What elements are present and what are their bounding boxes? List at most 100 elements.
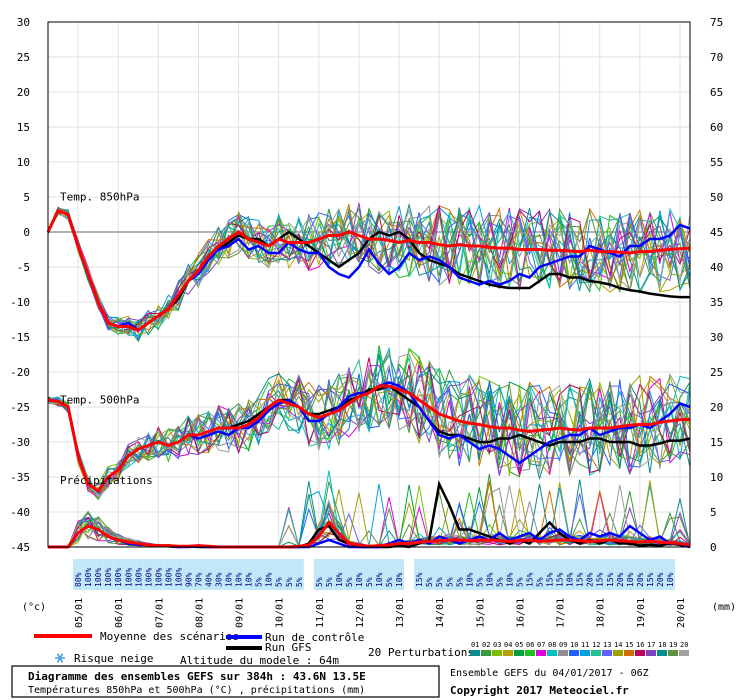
perturbation-legend-number: 18 [658, 641, 666, 649]
snow-risk-value: 15% [415, 572, 424, 587]
plot-background [48, 22, 690, 547]
snow-risk-value: 5% [495, 577, 504, 587]
snow-risk-value: 10% [245, 572, 254, 587]
moyenne-des-sc-narios-t500-line [47, 384, 690, 494]
perturbation-legend-number: 16 [636, 641, 644, 649]
snow-risk-cell [494, 559, 505, 590]
snow-risk-cell [263, 559, 274, 590]
snow-risk-value: 10% [666, 572, 675, 587]
snow-risk-cell [584, 559, 595, 590]
date-tick-label: 10/01 [275, 598, 286, 628]
date-tick-label: 09/01 [235, 598, 246, 628]
snow-risk-cell [564, 559, 575, 590]
perturbation-legend-number: 01 [471, 641, 479, 649]
perturbation-10-t500 [47, 368, 691, 496]
snowflake-icon [55, 653, 65, 663]
legend-mean-label: Moyenne des scénarios [100, 630, 239, 643]
right-tick-label: 35 [710, 296, 723, 309]
left-tick-label: 15 [17, 121, 30, 134]
snow-risk-cell [434, 559, 445, 590]
perturbation-legend-swatch [668, 650, 678, 656]
snow-risk-cell [594, 559, 605, 590]
right-tick-label: 5 [710, 506, 717, 519]
perturbation-legend-swatch [624, 650, 634, 656]
snow-risk-value: 100% [104, 568, 113, 587]
snow-risk-value: 10% [566, 572, 575, 587]
snow-risk-cell [103, 559, 114, 590]
date-tick-label: 06/01 [114, 598, 125, 628]
snow-risk-value: 30% [215, 572, 224, 587]
plot-area: 302520151050-5-10-15-20-25-30-35-40-4575… [10, 16, 723, 628]
perturbation-legend-number: 09 [559, 641, 567, 649]
right-tick-label: 60 [710, 121, 723, 134]
snow-risk-value: 5% [365, 577, 374, 587]
snow-risk-cell [384, 559, 395, 590]
perturbation-14-t850 [47, 206, 691, 335]
right-tick-label: 10 [710, 471, 723, 484]
legend-control-label: Run de contrôle [265, 631, 364, 644]
snow-risk-value: 20% [656, 572, 665, 587]
snow-risk-cell [454, 559, 465, 590]
snow-risk-value: 5% [325, 577, 334, 587]
perturbation-legend-number: 06 [526, 641, 534, 649]
snow-risk-cell [343, 559, 354, 590]
left-tick-label: 10 [17, 156, 30, 169]
annotation-label: Temp. 500hPa [60, 394, 139, 407]
perturbation-legend-swatch [569, 650, 579, 656]
moyenne-des-sc-narios-t850-line [46, 209, 691, 332]
perturbation-17-t850 [47, 202, 691, 329]
snow-risk-cell [654, 559, 665, 590]
perturbation-legend-swatch [503, 650, 513, 656]
snow-risk-cell [414, 559, 425, 590]
right-tick-label: 45 [710, 226, 723, 239]
perturbation-legend-number: 03 [493, 641, 501, 649]
right-tick-label: 65 [710, 86, 723, 99]
snow-risk-cell [474, 559, 485, 590]
right-tick-label: 25 [710, 366, 723, 379]
perturbation-legend-swatch [591, 650, 601, 656]
snow-risk-cell [514, 559, 525, 590]
snow-risk-value: 5% [315, 577, 324, 587]
perturbation-legend-number: 14 [614, 641, 622, 649]
snow-risk-value: 10% [225, 572, 234, 587]
date-tick-label: 11/01 [315, 598, 326, 628]
perturbation-18-t500 [47, 353, 691, 494]
snow-risk-cell [193, 559, 204, 590]
snow-risk-cell [233, 559, 244, 590]
snow-risk-value: 5% [385, 577, 394, 587]
snow-risk-cell [203, 559, 214, 590]
perturbation-legend-swatch [481, 650, 491, 656]
perturbation-legend-number: 10 [570, 641, 578, 649]
snow-risk-cell [544, 559, 555, 590]
snow-risk-cell [444, 559, 455, 590]
snow-risk-cell [213, 559, 224, 590]
snow-risk-cell [253, 559, 264, 590]
snow-risk-value: 100% [114, 568, 123, 587]
snow-risk-value: 10% [235, 572, 244, 587]
date-tick-label: 14/01 [435, 598, 446, 628]
snow-risk-value: 5% [455, 577, 464, 587]
left-tick-label: -45 [10, 541, 30, 554]
perturbation-legend-swatch [657, 650, 667, 656]
snow-risk-cell [644, 559, 655, 590]
right-tick-label: 15 [710, 436, 723, 449]
snow-risk-cell [83, 559, 94, 590]
right-tick-label: 20 [710, 401, 723, 414]
snow-risk-value: 15% [606, 572, 615, 587]
perturbation-legend-swatch [602, 650, 612, 656]
left-tick-label: 30 [17, 16, 30, 29]
left-tick-label: -15 [10, 331, 30, 344]
snow-risk-value: 15% [556, 572, 565, 587]
perturbation-legend-swatch [558, 650, 568, 656]
perturbation-legend-swatch [492, 650, 502, 656]
snow-risk-value: 100% [94, 568, 103, 587]
snow-risk-value: 20% [586, 572, 595, 587]
snow-risk-value: 5% [445, 577, 454, 587]
snow-risk-value: 15% [576, 572, 585, 587]
left-tick-label: -30 [10, 436, 30, 449]
snow-risk-cell [394, 559, 405, 590]
snow-risk-value: 90% [184, 572, 193, 587]
snow-risk-value: 15% [526, 572, 535, 587]
snow-risk-cell [464, 559, 475, 590]
